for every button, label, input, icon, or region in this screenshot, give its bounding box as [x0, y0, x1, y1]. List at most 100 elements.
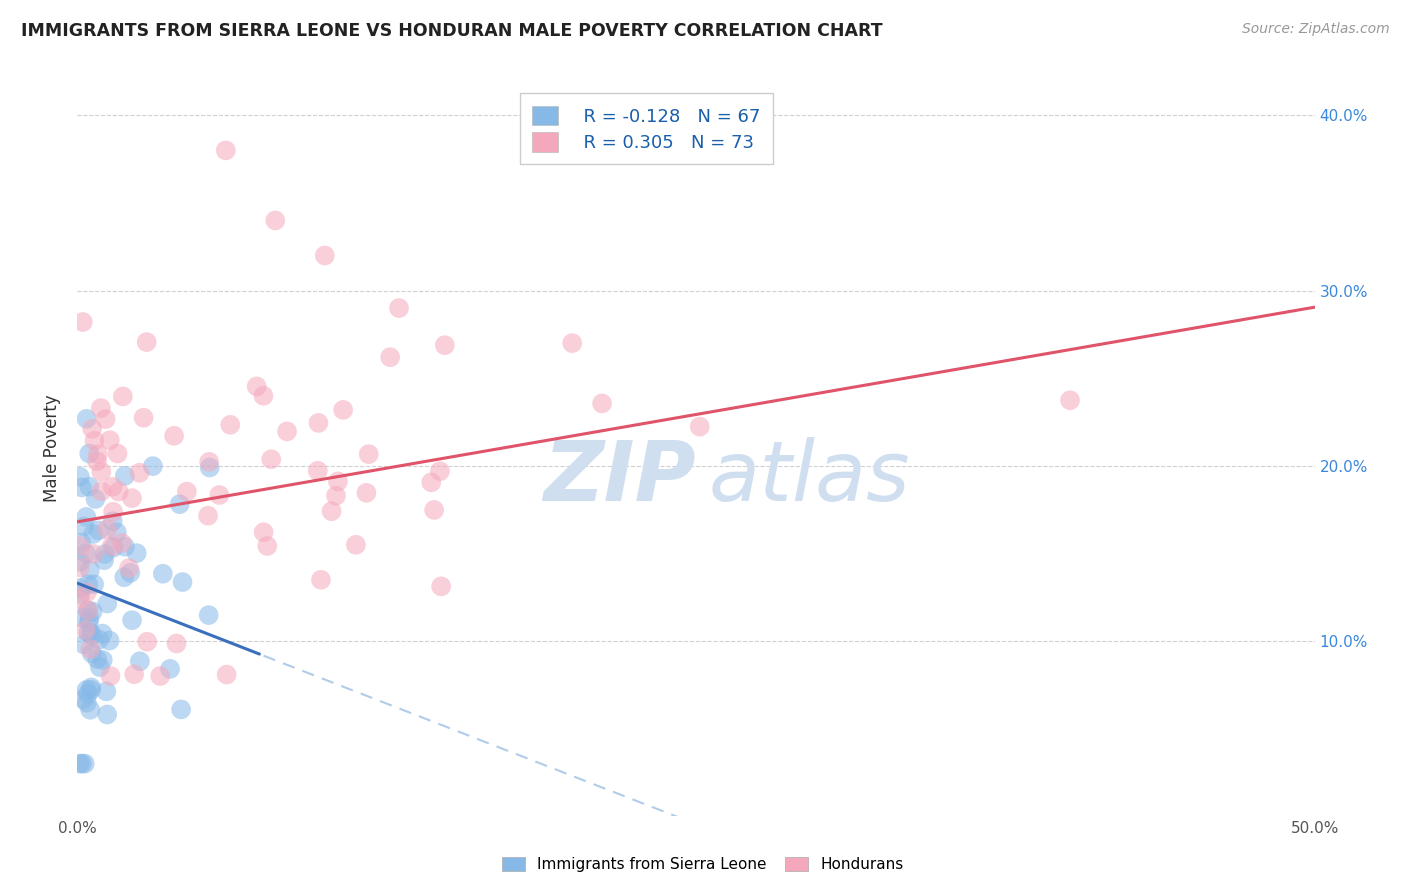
Point: [69, 555, 91, 569]
Point: [98, 433, 121, 447]
Point: [80, 681, 103, 695]
Point: [252, 389, 274, 403]
Point: [101, 514, 124, 528]
Point: [325, 489, 347, 503]
Point: [82, 527, 104, 541]
Point: [344, 538, 367, 552]
Legend:   R = -0.128   N = 67,   R = 0.305   N = 73: R = -0.128 N = 67, R = 0.305 N = 73: [520, 93, 773, 164]
Point: [142, 459, 165, 474]
Point: [93, 553, 115, 567]
Point: [433, 338, 456, 352]
Point: [75, 623, 97, 637]
Point: [103, 541, 125, 555]
Point: [307, 416, 329, 430]
Point: [246, 379, 269, 393]
Point: [135, 334, 157, 349]
Text: atlas: atlas: [709, 437, 910, 518]
Point: [326, 475, 349, 489]
Point: [120, 566, 142, 580]
Point: [96, 684, 118, 698]
Point: [94, 412, 117, 426]
Point: [253, 525, 276, 540]
Point: [77, 625, 100, 640]
Point: [128, 466, 150, 480]
Point: [80, 682, 103, 697]
Point: [100, 540, 122, 554]
Point: [77, 687, 100, 701]
Point: [152, 566, 174, 581]
Point: [76, 682, 98, 697]
Point: [101, 480, 124, 494]
Point: [163, 429, 186, 443]
Point: [69, 756, 91, 771]
Point: [114, 469, 136, 483]
Point: [80, 628, 103, 642]
Point: [215, 144, 238, 158]
Point: [101, 505, 124, 519]
Point: [111, 536, 134, 550]
Point: [107, 446, 129, 460]
Point: [430, 579, 453, 593]
Point: [90, 465, 112, 479]
Point: [69, 592, 91, 607]
Point: [96, 522, 118, 536]
Point: [356, 485, 378, 500]
Point: [332, 403, 354, 417]
Point: [98, 633, 121, 648]
Point: [380, 350, 402, 364]
Point: [77, 603, 100, 617]
Point: [90, 484, 112, 499]
Point: [80, 626, 103, 640]
Point: [357, 447, 380, 461]
Point: [122, 667, 145, 681]
Point: [112, 570, 135, 584]
Point: [87, 447, 110, 461]
Point: [96, 597, 118, 611]
Point: [76, 412, 98, 426]
Point: [208, 488, 231, 502]
Point: [72, 611, 94, 625]
Point: [73, 756, 96, 771]
Point: [219, 417, 242, 432]
Point: [69, 581, 91, 595]
Point: [136, 634, 159, 648]
Point: [197, 508, 219, 523]
Point: [69, 469, 91, 483]
Point: [166, 636, 188, 650]
Point: [87, 524, 110, 538]
Point: [121, 613, 143, 627]
Point: [75, 546, 97, 560]
Point: [689, 419, 711, 434]
Point: [105, 525, 128, 540]
Point: [82, 422, 104, 436]
Point: [276, 425, 298, 439]
Point: [77, 446, 100, 460]
Point: [89, 660, 111, 674]
Point: [77, 603, 100, 617]
Point: [176, 484, 198, 499]
Y-axis label: Male Poverty: Male Poverty: [44, 394, 62, 502]
Point: [83, 577, 105, 591]
Point: [89, 632, 111, 647]
Point: [111, 389, 134, 403]
Point: [307, 464, 329, 478]
Point: [86, 454, 108, 468]
Point: [91, 626, 114, 640]
Point: [169, 497, 191, 511]
Point: [198, 460, 221, 475]
Point: [69, 560, 91, 574]
Point: [197, 608, 219, 623]
Point: [429, 464, 451, 478]
Point: [561, 336, 583, 351]
Point: [76, 585, 98, 599]
Point: [321, 504, 343, 518]
Point: [256, 539, 278, 553]
Point: [77, 480, 100, 494]
Point: [198, 455, 221, 469]
Point: [96, 707, 118, 722]
Text: ZIP: ZIP: [543, 437, 696, 518]
Point: [388, 301, 411, 315]
Point: [159, 662, 181, 676]
Point: [70, 756, 93, 771]
Text: IMMIGRANTS FROM SIERRA LEONE VS HONDURAN MALE POVERTY CORRELATION CHART: IMMIGRANTS FROM SIERRA LEONE VS HONDURAN…: [21, 22, 883, 40]
